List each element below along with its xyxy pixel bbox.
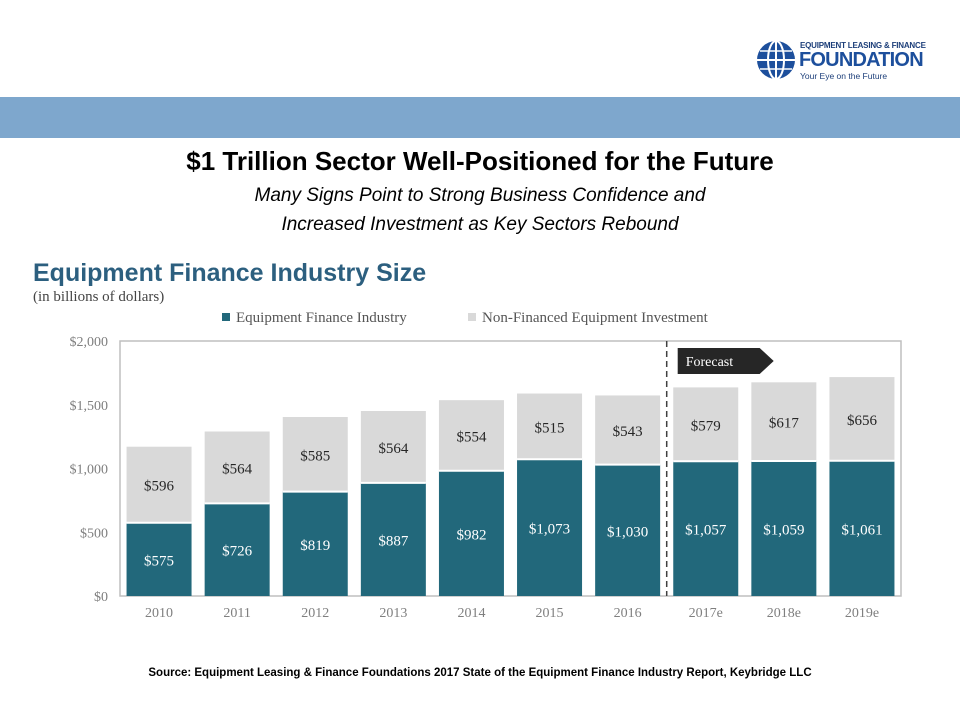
header-band	[0, 97, 960, 138]
bar-equipment-finance	[517, 459, 583, 596]
y-tick-label: $500	[80, 526, 108, 541]
bar-equipment-finance	[282, 491, 348, 596]
data-label-finance: $819	[300, 538, 330, 554]
bar-non-financed	[438, 400, 504, 471]
data-label-finance: $575	[144, 553, 174, 569]
legend-swatch-nonfinanced	[468, 313, 476, 321]
data-label-finance: $887	[378, 533, 409, 549]
bar-non-financed	[751, 382, 817, 461]
data-label-nonfinanced: $596	[144, 479, 175, 495]
data-label-nonfinanced: $617	[769, 416, 800, 432]
data-label-finance: $726	[222, 544, 253, 560]
data-label-nonfinanced: $585	[300, 448, 330, 464]
x-tick-label: 2017e	[689, 606, 723, 621]
bar-equipment-finance	[595, 464, 661, 596]
data-label-finance: $982	[456, 527, 486, 543]
y-tick-label: $2,000	[70, 335, 109, 350]
legend-label-nonfinanced: Non-Financed Equipment Investment	[482, 310, 708, 326]
globe-icon	[757, 40, 795, 80]
source-note: Source: Equipment Leasing & Finance Foun…	[148, 667, 812, 679]
bar-non-financed	[595, 395, 661, 465]
data-label-nonfinanced: $543	[613, 424, 643, 440]
logo-line1: EQUIPMENT LEASING & FINANCE	[800, 41, 926, 50]
chart-subtitle: (in billions of dollars)	[33, 289, 165, 305]
slide-subtitle-1: Many Signs Point to Strong Business Conf…	[254, 185, 706, 206]
slide-title: $1 Trillion Sector Well-Positioned for t…	[186, 146, 774, 176]
data-label-nonfinanced: $579	[691, 418, 721, 434]
data-label-finance: $1,061	[841, 522, 882, 538]
legend-item-finance: Equipment Finance Industry	[222, 310, 407, 327]
bar-non-financed	[517, 393, 583, 460]
legend-swatch-finance	[222, 313, 230, 321]
x-tick-label: 2010	[145, 606, 173, 621]
data-label-nonfinanced: $656	[847, 413, 878, 429]
x-tick-label: 2018e	[767, 606, 801, 621]
x-tick-label: 2012	[301, 606, 329, 621]
data-label-finance: $1,073	[529, 522, 570, 538]
bar-non-financed	[282, 416, 348, 492]
y-tick-label: $1,000	[70, 463, 109, 478]
chart-title: Equipment Finance Industry Size	[33, 259, 427, 287]
bar-non-financed	[360, 410, 426, 483]
bar-equipment-finance	[673, 461, 739, 596]
logo-tagline: Your Eye on the Future	[800, 71, 888, 81]
plot-frame	[119, 340, 902, 597]
data-label-finance: $1,059	[763, 522, 804, 538]
data-label-finance: $1,057	[685, 523, 727, 539]
bar-equipment-finance	[126, 522, 192, 596]
bar-non-financed	[204, 431, 270, 504]
bar-non-financed	[829, 377, 895, 461]
legend-item-nonfinanced: Non-Financed Equipment Investment	[468, 310, 708, 327]
data-label-nonfinanced: $564	[378, 441, 409, 457]
x-tick-label: 2019e	[845, 606, 879, 621]
y-tick-label: $0	[94, 590, 108, 605]
legend-label-finance: Equipment Finance Industry	[236, 310, 407, 326]
logo-line2: FOUNDATION	[799, 49, 924, 71]
x-tick-label: 2016	[614, 606, 642, 621]
forecast-callout	[677, 348, 774, 374]
y-tick-label: $1,500	[70, 399, 109, 414]
slide-subtitle-2: Increased Investment as Key Sectors Rebo…	[281, 214, 679, 235]
x-tick-label: 2011	[223, 606, 250, 621]
bar-equipment-finance	[438, 470, 504, 596]
forecast-label: Forecast	[686, 355, 734, 370]
data-label-finance: $1,030	[607, 524, 648, 540]
x-tick-label: 2014	[457, 606, 485, 621]
bar-non-financed	[673, 387, 739, 462]
x-tick-label: 2015	[536, 606, 564, 621]
bar-chart: $0 $500 $1,000 $1,500 $2,000 Forecast $575 $596…	[70, 335, 902, 621]
x-tick-label: 2013	[379, 606, 407, 621]
bar-equipment-finance	[360, 482, 426, 596]
bar-equipment-finance	[204, 503, 270, 596]
bar-non-financed	[126, 446, 192, 523]
data-label-nonfinanced: $564	[222, 461, 253, 477]
bar-equipment-finance	[751, 460, 817, 596]
data-label-nonfinanced: $554	[456, 429, 487, 445]
foundation-logo: EQUIPMENT LEASING & FINANCE FOUNDATION Y…	[756, 38, 946, 84]
bar-equipment-finance	[829, 460, 895, 596]
data-label-nonfinanced: $515	[535, 420, 565, 436]
